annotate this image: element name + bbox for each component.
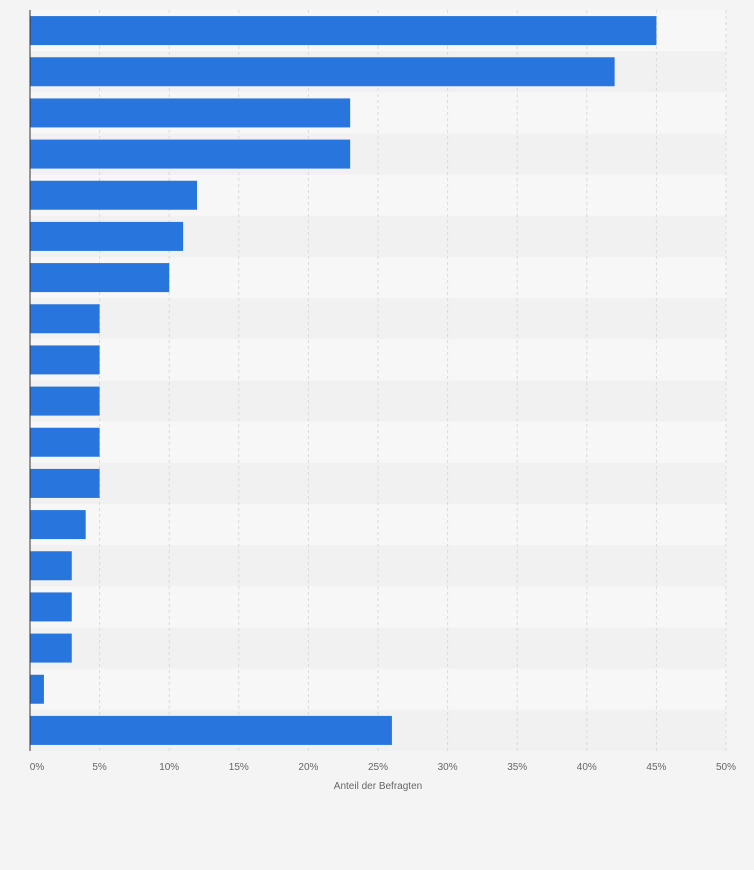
bars <box>30 16 657 745</box>
x-tick-label: 35% <box>507 762 527 773</box>
x-axis-label: Anteil der Befragten <box>334 781 422 792</box>
bar <box>30 180 198 210</box>
bar <box>30 304 100 334</box>
bar <box>30 468 100 498</box>
x-axis-ticks: 0% 5% 10% 15% 20% 25% 30% 35% 40% 45% 50% <box>30 762 736 773</box>
bar <box>30 633 72 663</box>
bar <box>30 16 657 46</box>
bar <box>30 674 44 704</box>
bar <box>30 57 615 87</box>
bar <box>30 592 72 622</box>
x-tick-label: 45% <box>646 762 666 773</box>
x-tick-label: 40% <box>577 762 597 773</box>
bar <box>30 427 100 457</box>
bar <box>30 98 351 128</box>
bar <box>30 221 184 251</box>
x-tick-label: 25% <box>368 762 388 773</box>
x-tick-label: 5% <box>92 762 107 773</box>
bar <box>30 263 170 293</box>
x-tick-label: 15% <box>229 762 249 773</box>
x-tick-label: 10% <box>159 762 179 773</box>
x-tick-label: 0% <box>30 762 45 773</box>
x-tick-label: 20% <box>298 762 318 773</box>
bar <box>30 715 392 745</box>
bar <box>30 139 351 169</box>
bar <box>30 510 86 540</box>
bar <box>30 551 72 581</box>
x-tick-label: 30% <box>438 762 458 773</box>
bar <box>30 345 100 375</box>
x-tick-label: 50% <box>716 762 736 773</box>
bar <box>30 386 100 416</box>
